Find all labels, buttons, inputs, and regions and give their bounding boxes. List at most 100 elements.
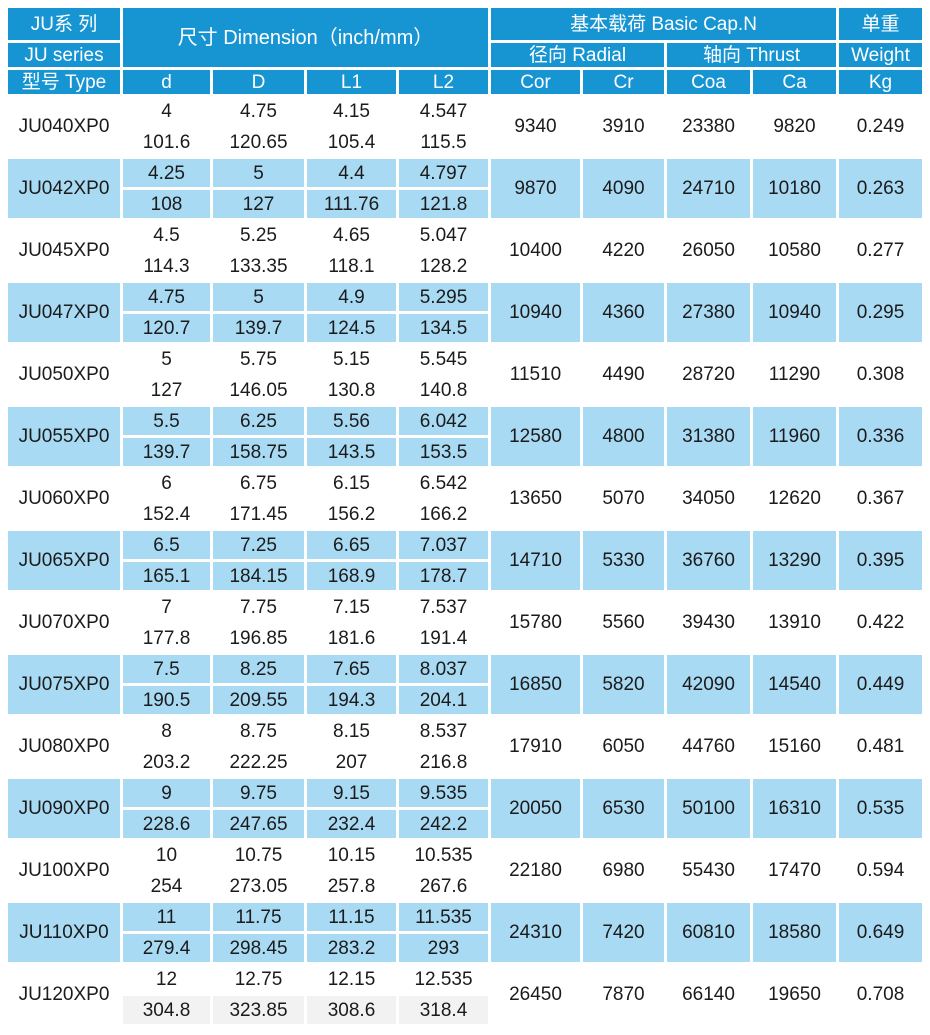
d-inch-cell: 7 — [123, 593, 210, 621]
D-mm-cell: 196.85 — [213, 624, 304, 652]
table-row: JU110XP0 11 279.4 11.75 298.45 11.15 283… — [8, 903, 922, 962]
model-cell: JU120XP0 — [8, 965, 120, 1024]
table-row: JU045XP0 4.5 114.3 5.25 133.35 4.65 118.… — [8, 221, 922, 280]
d-inch-cell: 10 — [123, 841, 210, 869]
model-cell: JU050XP0 — [8, 345, 120, 404]
ca-cell: 18580 — [753, 903, 836, 962]
cor-cell: 11510 — [491, 345, 580, 404]
weight-cell: 0.263 — [839, 159, 922, 218]
L2-mm-cell: 191.4 — [399, 624, 488, 652]
L1-inch-cell: 4.9 — [307, 283, 396, 311]
model-cell: JU070XP0 — [8, 593, 120, 652]
cr-cell: 7870 — [583, 965, 664, 1024]
weight-cell: 0.594 — [839, 841, 922, 900]
table-row: JU042XP0 4.25 108 5 127 4.4 111.76 4.797… — [8, 159, 922, 218]
D-inch-cell: 8.25 — [213, 655, 304, 683]
d-mm-cell: 203.2 — [123, 748, 210, 776]
cor-cell: 16850 — [491, 655, 580, 714]
table-row: JU047XP0 4.75 120.7 5 139.7 4.9 124.5 5.… — [8, 283, 922, 342]
L1-inch-cell: 4.4 — [307, 159, 396, 187]
table-row: JU050XP0 5 127 5.75 146.05 5.15 130.8 5.… — [8, 345, 922, 404]
weight-cell: 0.295 — [839, 283, 922, 342]
d-inch-cell: 6.5 — [123, 531, 210, 559]
L1-mm-cell: 207 — [307, 748, 396, 776]
cor-cell: 26450 — [491, 965, 580, 1024]
D-inch-cell: 8.75 — [213, 717, 304, 745]
table-header: JU系 列 JU series 尺寸 Dimension（inch/mm） 基本… — [8, 8, 922, 94]
weight-cell: 0.449 — [839, 655, 922, 714]
L1-mm-cell: 283.2 — [307, 934, 396, 962]
ca-cell: 10940 — [753, 283, 836, 342]
col-header-L2: L2 — [399, 70, 488, 94]
L1-inch-cell: 5.56 — [307, 407, 396, 435]
L1-mm-cell: 130.8 — [307, 376, 396, 404]
L2-mm-cell: 121.8 — [399, 190, 488, 218]
cor-cell: 24310 — [491, 903, 580, 962]
col-header-Cr: Cr — [583, 70, 664, 94]
cor-cell: 22180 — [491, 841, 580, 900]
L1-inch-cell: 6.15 — [307, 469, 396, 497]
cr-cell: 6980 — [583, 841, 664, 900]
L2-mm-cell: 204.1 — [399, 686, 488, 714]
ca-cell: 9820 — [753, 97, 836, 156]
D-inch-cell: 5 — [213, 159, 304, 187]
cr-cell: 6530 — [583, 779, 664, 838]
L1-mm-cell: 308.6 — [307, 996, 396, 1024]
cor-cell: 17910 — [491, 717, 580, 776]
weight-label-en: Weight — [839, 43, 922, 67]
L1-inch-cell: 7.15 — [307, 593, 396, 621]
series-label-cn: JU系 列 — [8, 8, 120, 40]
coa-cell: 66140 — [667, 965, 750, 1024]
D-inch-cell: 11.75 — [213, 903, 304, 931]
L1-mm-cell: 168.9 — [307, 562, 396, 590]
L1-mm-cell: 118.1 — [307, 252, 396, 280]
ca-cell: 13910 — [753, 593, 836, 652]
model-cell: JU055XP0 — [8, 407, 120, 466]
ca-cell: 15160 — [753, 717, 836, 776]
D-mm-cell: 133.35 — [213, 252, 304, 280]
L2-inch-cell: 9.535 — [399, 779, 488, 807]
model-cell: JU045XP0 — [8, 221, 120, 280]
weight-label-cn: 单重 — [839, 8, 922, 40]
cor-cell: 9340 — [491, 97, 580, 156]
L2-mm-cell: 134.5 — [399, 314, 488, 342]
d-inch-cell: 5.5 — [123, 407, 210, 435]
L2-inch-cell: 4.547 — [399, 97, 488, 125]
coa-cell: 50100 — [667, 779, 750, 838]
D-inch-cell: 7.75 — [213, 593, 304, 621]
model-cell: JU100XP0 — [8, 841, 120, 900]
cr-cell: 5070 — [583, 469, 664, 528]
table-row: JU065XP0 6.5 165.1 7.25 184.15 6.65 168.… — [8, 531, 922, 590]
ca-cell: 11960 — [753, 407, 836, 466]
table-row: JU070XP0 7 177.8 7.75 196.85 7.15 181.6 … — [8, 593, 922, 652]
D-inch-cell: 5.25 — [213, 221, 304, 249]
cor-cell: 9870 — [491, 159, 580, 218]
col-header-Cor: Cor — [491, 70, 580, 94]
L2-inch-cell: 11.535 — [399, 903, 488, 931]
d-mm-cell: 108 — [123, 190, 210, 218]
coa-cell: 31380 — [667, 407, 750, 466]
coa-cell: 27380 — [667, 283, 750, 342]
weight-cell: 0.535 — [839, 779, 922, 838]
ca-cell: 14540 — [753, 655, 836, 714]
cr-cell: 5330 — [583, 531, 664, 590]
col-header-d: d — [123, 70, 210, 94]
coa-cell: 42090 — [667, 655, 750, 714]
d-mm-cell: 228.6 — [123, 810, 210, 838]
coa-cell: 39430 — [667, 593, 750, 652]
L2-mm-cell: 242.2 — [399, 810, 488, 838]
model-cell: JU090XP0 — [8, 779, 120, 838]
L1-inch-cell: 9.15 — [307, 779, 396, 807]
L2-mm-cell: 140.8 — [399, 376, 488, 404]
d-inch-cell: 4.25 — [123, 159, 210, 187]
coa-cell: 44760 — [667, 717, 750, 776]
ca-cell: 16310 — [753, 779, 836, 838]
weight-cell: 0.395 — [839, 531, 922, 590]
model-cell: JU060XP0 — [8, 469, 120, 528]
L1-inch-cell: 4.15 — [307, 97, 396, 125]
table-row: JU060XP0 6 152.4 6.75 171.45 6.15 156.2 … — [8, 469, 922, 528]
table-row: JU090XP0 9 228.6 9.75 247.65 9.15 232.4 … — [8, 779, 922, 838]
L2-inch-cell: 8.537 — [399, 717, 488, 745]
cor-cell: 20050 — [491, 779, 580, 838]
weight-cell: 0.336 — [839, 407, 922, 466]
